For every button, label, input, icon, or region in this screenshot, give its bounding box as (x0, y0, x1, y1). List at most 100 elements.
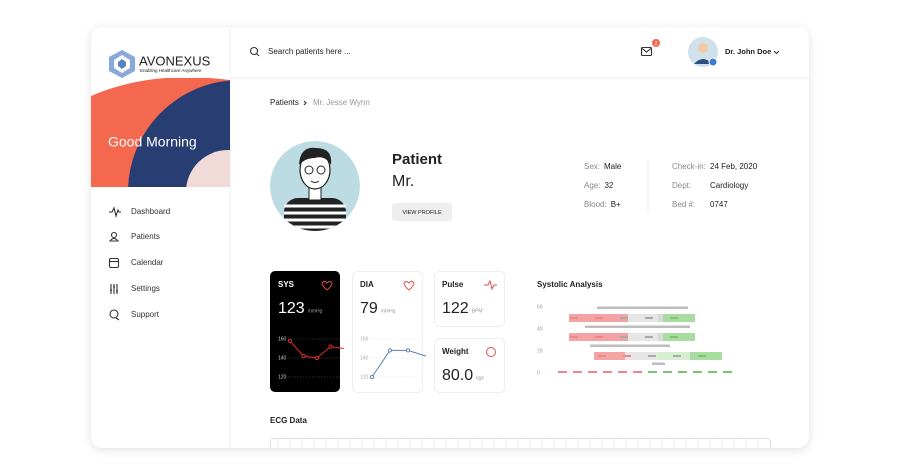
chart-tick-label: 160 (360, 336, 369, 342)
view-profile-label[interactable]: VIEW PROFILE (402, 210, 441, 216)
analysis-tick-label: 60 (537, 304, 543, 310)
sys-heart-icon (321, 281, 333, 291)
analysis-bar (620, 336, 628, 338)
chart-point (301, 354, 306, 359)
analysis-bar (658, 314, 663, 322)
nav-item[interactable]: Settings (131, 284, 160, 293)
analysis-bar (558, 371, 567, 373)
brand-tagline: Enabling Healthcare Anywhere (140, 68, 202, 73)
patient-avatar (270, 141, 360, 231)
analysis-bar (673, 355, 681, 357)
nav-item[interactable]: Patients (131, 232, 160, 241)
chart-point (287, 338, 293, 343)
weight-icon (486, 347, 496, 357)
chart-point (387, 348, 393, 353)
sys-card (270, 271, 340, 392)
chart-tick-label: 140 (360, 355, 369, 361)
analysis-bar (570, 317, 578, 319)
chart-tick-label: 120 (278, 374, 287, 380)
analysis-bar (620, 317, 628, 319)
breadcrumb-current: Mr. Jesse Wynn (313, 98, 370, 107)
greeting: Good Morning (108, 134, 197, 150)
analysis-tick-label: 0 (537, 370, 540, 376)
detail-value: Male (604, 162, 622, 171)
vital-label: Pulse (442, 280, 464, 289)
analysis-bar (618, 371, 627, 373)
analysis-bar (645, 317, 653, 319)
dia-card (352, 271, 423, 393)
chart-tick-label: 160 (278, 336, 287, 342)
detail-value: 24 Feb, 2020 (710, 162, 758, 171)
search-icon-handle (256, 53, 260, 57)
detail-label: Sex: (584, 162, 600, 171)
analysis-bar (594, 352, 625, 360)
analysis-bar (663, 314, 695, 322)
vital-unit: mmHg (308, 308, 323, 314)
chart-point (405, 348, 411, 353)
logo (109, 50, 135, 78)
detail-value: B+ (611, 200, 621, 209)
analysis-bar (588, 371, 597, 373)
analysis-bar (648, 371, 657, 373)
chart-line (371, 349, 427, 378)
breadcrumb-link[interactable]: Patients (270, 98, 299, 107)
vital-unit: kgs (476, 375, 484, 381)
analysis-bar (723, 371, 732, 373)
pulse-icon (484, 279, 497, 291)
detail-label: Age: (584, 181, 600, 190)
analysis-bar (623, 355, 631, 357)
analysis-bar (678, 371, 687, 373)
user-menu-chevron[interactable] (773, 50, 780, 55)
analysis-bar (652, 362, 665, 365)
breadcrumb-separator (303, 100, 307, 106)
analysis-bar (708, 371, 717, 373)
detail-value: Cardiology (710, 181, 748, 190)
analysis-bar (625, 352, 657, 360)
analysis-bar (603, 371, 612, 373)
analysis-tick-label: 20 (537, 348, 543, 354)
mail-icon[interactable] (640, 39, 661, 57)
vital-unit: mmHg (381, 308, 396, 314)
vital-label: SYS (278, 280, 295, 289)
vital-value: 80.0 (442, 367, 473, 384)
analysis-bar (628, 333, 658, 341)
analysis-bar (585, 325, 690, 328)
analysis-bar (628, 314, 658, 322)
chart-point (369, 374, 375, 380)
dia-heart-icon (403, 281, 415, 291)
detail-label: Bed #: (672, 200, 695, 209)
analysis-bar (648, 355, 656, 357)
nav-item[interactable]: Dashboard (131, 207, 170, 216)
nav-item[interactable]: Calendar (131, 258, 164, 267)
chart-tick-label: 140 (278, 355, 287, 361)
vital-value: 122 (442, 300, 469, 317)
ecg-frame (270, 438, 771, 448)
analysis-bar (663, 333, 695, 341)
chart-tick-label: 120 (360, 374, 369, 380)
patient-heading: Patient (392, 151, 442, 168)
analysis-bar (670, 336, 678, 338)
view-profile-button[interactable] (392, 203, 452, 221)
ecg-title: ECG Data (270, 416, 307, 425)
analysis-bar (633, 371, 642, 373)
vital-label: Weight (442, 347, 469, 356)
search-icon (249, 46, 259, 56)
detail-value: 32 (604, 181, 613, 190)
analysis-bar (597, 306, 688, 309)
analysis-bar (645, 336, 653, 338)
vital-value: 123 (278, 300, 305, 317)
ecg-grid (270, 438, 771, 448)
search-input[interactable]: Search patients here ... (268, 47, 351, 56)
vital-label: DIA (360, 280, 374, 289)
nav-item[interactable]: Support (131, 310, 160, 319)
user-name[interactable]: Dr. John Doe (725, 47, 771, 56)
notification-badge: 2 (655, 41, 658, 47)
brand-name: AVONEXUS (139, 53, 211, 68)
user-avatar[interactable] (688, 37, 718, 67)
analysis-bar (663, 371, 672, 373)
chart-point (328, 344, 333, 349)
analysis-title: Systolic Analysis (537, 280, 603, 289)
vital-value: 79 (360, 300, 378, 317)
analysis-bar (698, 355, 706, 357)
